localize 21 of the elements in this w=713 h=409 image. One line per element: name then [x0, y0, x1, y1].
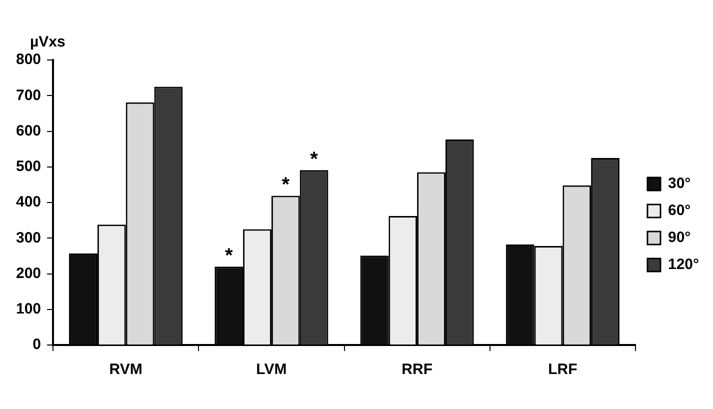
legend-label: 30° [668, 175, 691, 192]
y-tick-label: 600 [16, 122, 42, 140]
x-tick-label: RRF [402, 361, 432, 378]
data-label: * [310, 148, 318, 171]
y-tick-label: 400 [16, 194, 42, 211]
legend-label: 60° [668, 202, 691, 220]
legend-label: 120° [668, 256, 700, 274]
y-tick-label: 300 [16, 229, 42, 246]
x-tick-label: RVM [109, 361, 142, 378]
data-label: * [224, 245, 233, 268]
data-label: * [282, 174, 290, 196]
legend-label: 90° [668, 229, 691, 246]
y-tick-label: 800 [16, 51, 42, 68]
y-tick-label: 200 [16, 264, 42, 282]
y-tick-label: 100 [16, 300, 42, 318]
y-tick-label: 700 [16, 86, 42, 104]
y-axis-title: µVxs [30, 34, 66, 51]
y-tick-label: 500 [16, 158, 42, 176]
x-tick-label: LRF [548, 361, 578, 378]
y-tick-label: 0 [32, 336, 42, 354]
x-tick-label: LVM [256, 361, 287, 378]
